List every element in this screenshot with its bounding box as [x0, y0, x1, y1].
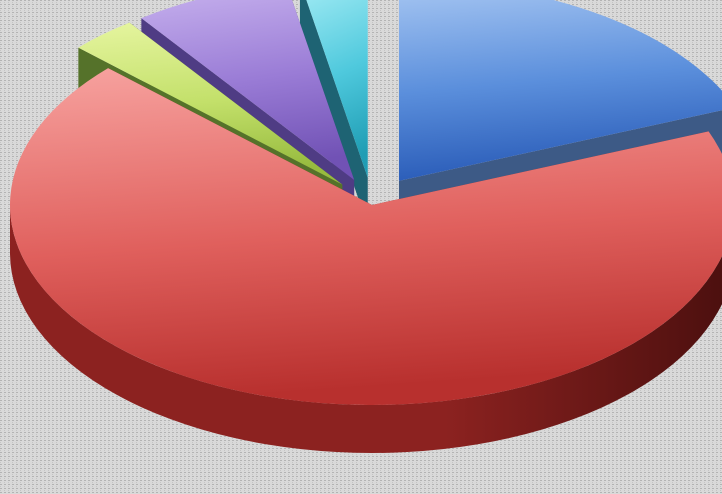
pie-slice-top — [398, 0, 722, 181]
pie-slice-top — [141, 0, 355, 180]
pie-slice-top — [78, 22, 343, 185]
pie-slice-top — [10, 68, 722, 405]
pie-slice-side — [10, 205, 722, 453]
pie-slice-top — [306, 0, 368, 178]
pie-slices — [10, 0, 722, 453]
pie-slice-wall — [299, 0, 368, 226]
pie-slice-red — [10, 68, 722, 453]
pie-slice-teal — [299, 0, 368, 226]
